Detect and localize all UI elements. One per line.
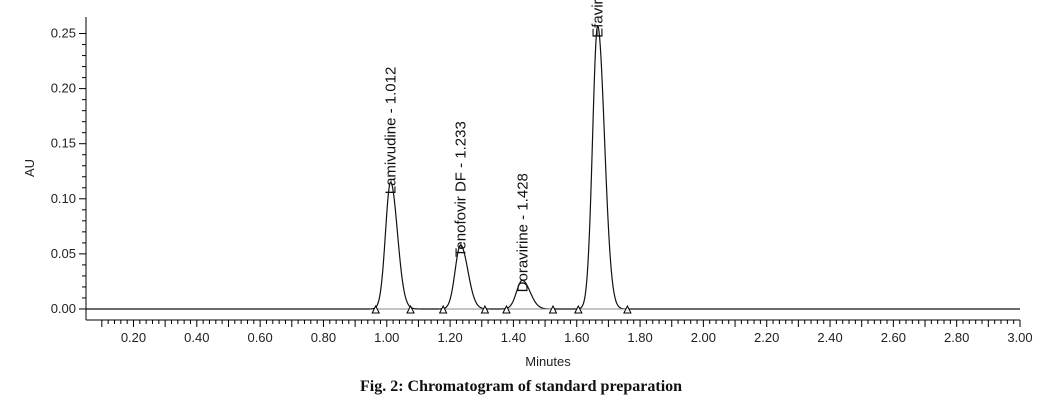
x-tick-label: 2.40 [817,330,842,345]
y-tick-label: 0.10 [51,191,76,206]
x-tick-label: 1.20 [437,330,462,345]
x-tick-label: 1.60 [564,330,589,345]
peak-boundary-marker [623,304,632,314]
peak-boundary-marker [438,304,448,314]
x-axis: 0.20 0.40 0.60 0.80 1.00 1.20 1.40 1.60 1.80 2.00… [101,320,1033,345]
y-tick-label: 0.15 [51,136,76,151]
x-tick-label: 2.20 [754,330,779,345]
y-tick-label: 0.05 [51,246,76,261]
marker-layer [371,304,632,314]
peak-boundary-marker [574,304,583,314]
peak-boundary-marker [548,304,558,314]
x-tick-label: 2.00 [691,330,716,345]
peak-label: Doravirine - 1.428 [514,173,531,292]
x-tick-label: 0.40 [184,330,209,345]
x-tick-label: 2.80 [944,330,969,345]
y-tick-label: 0.00 [51,301,76,316]
x-tick-label: 3.00 [1007,330,1032,345]
y-tick-label: 0.25 [51,26,76,41]
x-axis-title: Minutes [525,354,571,369]
x-tick-label: 1.80 [627,330,652,345]
x-tick-label: 1.40 [501,330,526,345]
peak-label: Lamivudine - 1.012 [383,67,400,195]
chromatogram-trace [86,25,1020,310]
figure-caption: Fig. 2: Chromatogram of standard prepara… [359,378,683,395]
peak-boundary-marker [502,304,511,314]
peak-boundary-marker [371,304,381,314]
y-axis: 0.00 0.05 0.10 0.15 0.20 0.25 [51,26,86,316]
plot-frame [85,17,1020,321]
x-tick-label: 1.00 [374,330,399,345]
label-layer: Lamivudine - 1.012 Tenofovir DF - 1.233 Do… [383,0,607,292]
y-tick-label: 0.20 [51,81,76,96]
peak-boundary-marker [406,304,415,314]
peak-label: Tenofovir DF - 1.233 [453,121,470,257]
y-axis-title: AU [22,159,37,177]
x-tick-label: 0.80 [311,330,336,345]
chromatogram-chart: 0.00 0.05 0.10 0.15 0.20 0.25 0.20 0.40 0.60 0.8… [22,0,1033,369]
x-tick-label: 2.60 [881,330,906,345]
peak-label: Efavirenz - 1.666 [590,0,607,38]
trace-layer [86,25,1020,310]
x-tick-label: 0.60 [247,330,272,345]
x-tick-label: 0.20 [121,330,146,345]
peak-boundary-marker [480,304,490,314]
